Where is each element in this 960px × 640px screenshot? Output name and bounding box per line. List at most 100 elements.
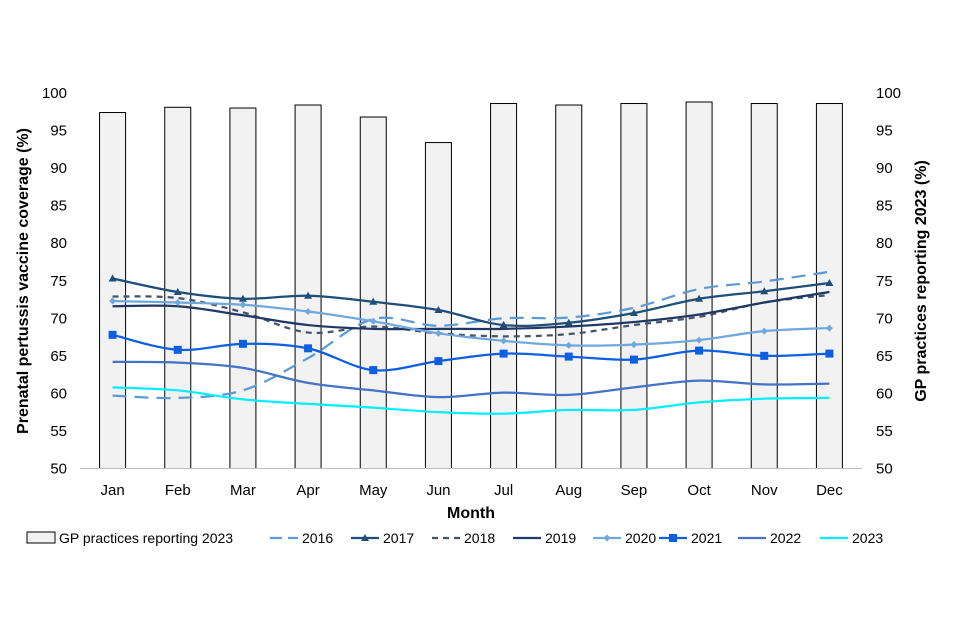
legend-label-2020: 2020 — [625, 530, 656, 546]
right-axis-ticks: 50 55 60 65 70 75 80 85 90 95 100 — [876, 85, 901, 478]
point-2021-may — [369, 366, 378, 375]
point-2020-sep — [630, 341, 638, 349]
y-tick-left-85: 85 — [50, 198, 67, 215]
bar-sep — [620, 103, 648, 469]
legend-marker-2017 — [361, 534, 369, 541]
series-2018 — [112, 293, 830, 338]
y-tick-left-80: 80 — [50, 235, 67, 252]
y-axis-left-title: Prenatal pertussis vaccine coverage (%) — [15, 128, 32, 434]
y-tick-right-60: 60 — [876, 385, 893, 402]
point-2017-sep — [629, 309, 638, 317]
point-2020-dec — [825, 324, 833, 332]
point-2020-may — [369, 317, 377, 325]
point-2017-apr — [304, 291, 313, 299]
line-2021 — [112, 333, 830, 372]
series-2019 — [112, 290, 830, 331]
bars-layer — [99, 101, 843, 470]
y-tick-left-75: 75 — [50, 273, 67, 290]
y-tick-right-95: 95 — [876, 123, 893, 140]
y-tick-right-75: 75 — [876, 273, 893, 290]
y-tick-left-95: 95 — [50, 123, 67, 140]
point-2020-jun — [434, 329, 442, 337]
point-2021-feb — [173, 345, 182, 354]
series-2021 — [108, 330, 834, 375]
point-2017-may — [369, 297, 378, 305]
legend-label-2021: 2021 — [691, 530, 722, 546]
point-2021-aug — [564, 352, 573, 361]
point-2020-mar — [239, 301, 247, 309]
x-tick-jan: Jan — [100, 482, 124, 499]
y-tick-left-100: 100 — [42, 85, 67, 102]
y-tick-left-60: 60 — [50, 385, 67, 402]
x-axis-ticks: Jan Feb Mar Apr May Jun Jul Aug Sep Oct Nov Dec — [100, 482, 843, 499]
point-2021-nov — [760, 351, 769, 360]
point-2021-sep — [629, 355, 638, 364]
y-tick-right-55: 55 — [876, 423, 893, 440]
line-2019 — [112, 290, 830, 331]
x-tick-sep: Sep — [621, 482, 648, 499]
x-tick-oct: Oct — [687, 482, 711, 499]
point-2017-aug — [564, 318, 573, 326]
legend-marker-2021 — [669, 534, 677, 542]
line-2020 — [112, 299, 830, 347]
y-axis-right-title: GP practices reporting 2023 (%) — [913, 160, 930, 402]
point-2020-nov — [760, 327, 768, 335]
series-2017 — [108, 274, 834, 329]
bar-jan — [99, 112, 127, 469]
y-tick-right-65: 65 — [876, 348, 893, 365]
bar-dec — [815, 103, 843, 469]
series-2022 — [112, 360, 830, 399]
bar-apr — [294, 104, 322, 470]
bar-mar — [229, 107, 257, 470]
line-2023 — [112, 386, 830, 415]
point-2017-feb — [173, 288, 182, 296]
legend-label-2023: 2023 — [852, 530, 883, 546]
legend-label-bars: GP practices reporting 2023 — [59, 530, 233, 546]
y-tick-left-90: 90 — [50, 160, 67, 177]
line-2022 — [112, 360, 830, 399]
point-2020-oct — [695, 336, 703, 344]
point-2021-apr — [304, 344, 313, 353]
bar-aug — [555, 104, 583, 470]
legend: GP practices reporting 2023 2016 2017 2018 2… — [26, 530, 883, 546]
legend-label-2017: 2017 — [383, 530, 414, 546]
y-tick-right-90: 90 — [876, 160, 893, 177]
legend-label-2016: 2016 — [302, 530, 333, 546]
legend-swatch-bars — [26, 531, 56, 544]
point-2017-nov — [760, 287, 769, 295]
line-2017 — [112, 277, 830, 327]
legend-marker-2020 — [603, 534, 611, 542]
series-2016 — [112, 270, 830, 400]
legend-label-2019: 2019 — [545, 530, 576, 546]
bar-jun — [424, 142, 452, 469]
bar-oct — [685, 101, 713, 470]
y-tick-left-70: 70 — [50, 310, 67, 327]
x-tick-aug: Aug — [555, 482, 582, 499]
x-tick-may: May — [359, 482, 388, 499]
legend-label-2022: 2022 — [770, 530, 801, 546]
series-2020 — [109, 297, 833, 349]
bar-nov — [750, 103, 778, 469]
point-2021-mar — [238, 339, 247, 348]
point-2017-jul — [499, 321, 508, 329]
point-2017-jun — [434, 306, 443, 314]
point-2017-mar — [238, 294, 247, 302]
bar-feb — [164, 106, 192, 469]
x-tick-dec: Dec — [816, 482, 843, 499]
point-2021-dec — [825, 349, 834, 358]
x-tick-mar: Mar — [230, 482, 256, 499]
line-2016 — [112, 270, 830, 400]
point-2021-oct — [695, 346, 704, 355]
point-2021-jul — [499, 349, 508, 358]
x-tick-jun: Jun — [426, 482, 450, 499]
point-2020-jan — [109, 297, 117, 305]
y-tick-right-85: 85 — [876, 198, 893, 215]
y-tick-right-70: 70 — [876, 310, 893, 327]
point-2021-jun — [434, 357, 443, 366]
point-2017-oct — [695, 294, 704, 302]
y-tick-left-55: 55 — [50, 423, 67, 440]
left-axis-ticks: 50 55 60 65 70 75 80 85 90 95 100 — [42, 85, 67, 478]
point-2020-feb — [174, 299, 182, 307]
line-2018 — [112, 293, 830, 338]
point-2020-jul — [500, 337, 508, 345]
